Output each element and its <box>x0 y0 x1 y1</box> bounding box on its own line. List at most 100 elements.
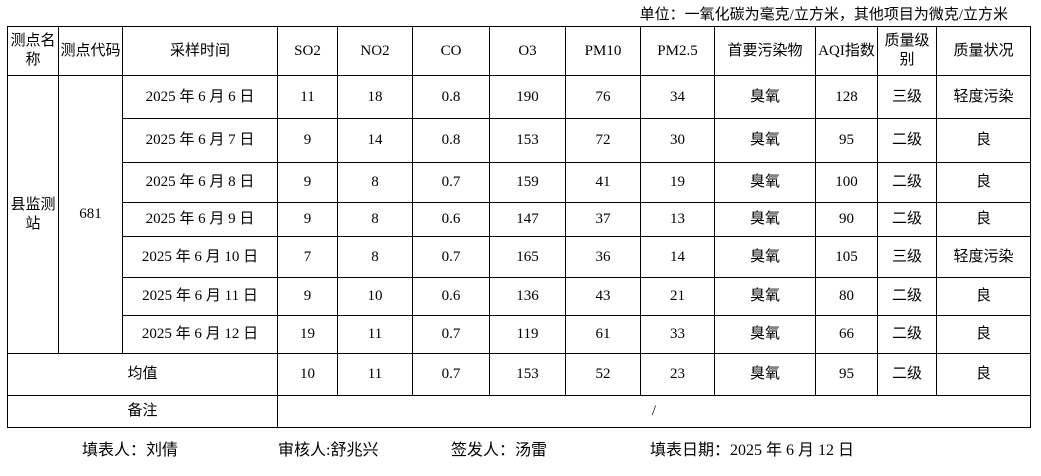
data-cell: 0.8 <box>412 118 490 163</box>
data-cell: 90 <box>815 202 878 237</box>
data-cell: 良 <box>936 277 1031 316</box>
data-cell: 2025 年 6 月 11 日 <box>122 277 278 316</box>
data-cell: 9 <box>277 202 338 237</box>
data-cell: 0.6 <box>412 277 490 316</box>
table-row: 2025 年 6 月 7 日 9 14 0.8 153 72 30 臭氧 95 二级良 <box>8 118 1031 163</box>
data-cell: 128 <box>815 75 878 119</box>
data-cell: 8 <box>337 202 413 237</box>
average-cell: 二级 <box>877 353 937 396</box>
data-cell: 二级 <box>877 315 937 354</box>
header-cell: SO2 <box>277 26 338 76</box>
data-cell: 0.8 <box>412 75 490 119</box>
data-cell: 100 <box>815 162 878 203</box>
data-cell: 9 <box>277 118 338 163</box>
data-cell: 轻度污染 <box>936 75 1031 119</box>
average-row: 均值 10 11 0.7 153 52 23 臭氧 95 二级良 <box>7 353 1031 396</box>
data-cell: 2025 年 6 月 8 日 <box>122 162 278 203</box>
data-cell: 11 <box>277 75 338 119</box>
data-cell: 良 <box>936 315 1031 354</box>
data-cell: 153 <box>489 118 566 163</box>
data-cell: 76 <box>565 75 641 119</box>
average-label: 均值 <box>7 353 278 396</box>
data-cell: 三级 <box>877 236 937 278</box>
header-cell: 测点名称 <box>7 26 59 76</box>
average-cell: 95 <box>815 353 878 396</box>
data-cell: 66 <box>815 315 878 354</box>
data-cell: 臭氧 <box>714 236 816 278</box>
data-cell: 13 <box>640 202 715 237</box>
table-row: 县监测站 681 2025 年 6 月 6 日 11 18 0.8 190 76 34 臭氧 128… <box>7 75 1031 354</box>
data-cell: 14 <box>337 118 413 163</box>
data-cell: 臭氧 <box>714 75 816 119</box>
data-cell: 95 <box>815 118 878 163</box>
data-cell: 2025 年 6 月 9 日 <box>122 202 278 237</box>
data-cell: 14 <box>640 236 715 278</box>
data-cell: 105 <box>815 236 878 278</box>
header-cell: 首要污染物 <box>714 26 816 76</box>
header-cell: AQI指数 <box>815 26 878 76</box>
average-cell: 良 <box>936 353 1031 396</box>
data-cell: 臭氧 <box>714 202 816 237</box>
data-cell: 良 <box>936 202 1031 237</box>
table-row: 2025 年 6 月 8 日 9 8 0.7 159 41 19 臭氧 100 二级良 <box>8 162 1031 203</box>
data-cell: 165 <box>489 236 566 278</box>
data-cell: 7 <box>277 236 338 278</box>
reviewer: 审核人:舒兆兴 <box>278 442 379 459</box>
data-cell: 11 <box>337 315 413 354</box>
filler: 填表人：刘倩 <box>82 442 179 459</box>
header-cell: NO2 <box>337 26 413 76</box>
remark-row: 备注 / <box>7 395 1031 428</box>
data-cell: 43 <box>565 277 641 316</box>
header-cell: 质量级别 <box>877 26 937 76</box>
unit-note: 单位：一氧化碳为毫克/立方米，其他项目为微克/立方米 <box>639 7 1008 23</box>
average-cell: 0.7 <box>412 353 490 396</box>
station-code-cell: 681 <box>58 75 123 354</box>
data-cell: 8 <box>337 162 413 203</box>
header-cell: 测点代码 <box>58 26 123 76</box>
data-cell: 臭氧 <box>714 162 816 203</box>
average-cell: 10 <box>277 353 338 396</box>
header-cell: 采样时间 <box>122 26 278 76</box>
data-cell: 136 <box>489 277 566 316</box>
data-cell: 34 <box>640 75 715 119</box>
data-cell: 8 <box>337 236 413 278</box>
table-row: 2025 年 6 月 12 日 19 11 0.7 119 61 33 臭氧 66 二级良 <box>8 315 1031 354</box>
header-cell: 质量状况 <box>936 26 1031 76</box>
header-cell: O3 <box>489 26 566 76</box>
table-row: 2025 年 6 月 10 日 7 8 0.7 165 36 14 臭氧 105 三级 轻度污染 <box>8 236 1031 278</box>
data-cell: 18 <box>337 75 413 119</box>
data-cell: 80 <box>815 277 878 316</box>
data-cell: 190 <box>489 75 566 119</box>
issuer: 签发人：汤雷 <box>451 442 548 459</box>
station-name-cell: 县监测站 <box>7 75 59 354</box>
table-row: 2025 年 6 月 11 日 9 10 0.6 136 43 21 臭氧 80 二级良 <box>8 277 1031 316</box>
data-cell: 10 <box>337 277 413 316</box>
data-cell: 三级 <box>877 75 937 119</box>
data-cell: 41 <box>565 162 641 203</box>
data-cell: 159 <box>489 162 566 203</box>
data-cell: 2025 年 6 月 7 日 <box>122 118 278 163</box>
remark-value: / <box>277 395 1031 428</box>
data-cell: 2025 年 6 月 12 日 <box>122 315 278 354</box>
average-cell: 23 <box>640 353 715 396</box>
table-row: 2025 年 6 月 9 日 9 8 0.6 147 37 13 臭氧 90 二级良 <box>8 202 1031 237</box>
remark-label: 备注 <box>7 395 278 428</box>
data-cell: 9 <box>277 277 338 316</box>
data-cell: 61 <box>565 315 641 354</box>
header-cell: PM10 <box>565 26 641 76</box>
header-cell: CO <box>412 26 490 76</box>
average-cell: 52 <box>565 353 641 396</box>
data-cell: 9 <box>277 162 338 203</box>
data-cell: 2025 年 6 月 6 日 <box>122 75 278 119</box>
data-cell: 二级 <box>877 202 937 237</box>
data-cell: 二级 <box>877 162 937 203</box>
data-cell: 0.7 <box>412 162 490 203</box>
data-cell: 19 <box>277 315 338 354</box>
data-cell: 0.7 <box>412 315 490 354</box>
data-cell: 轻度污染 <box>936 236 1031 278</box>
average-cell: 臭氧 <box>714 353 816 396</box>
data-cell: 37 <box>565 202 641 237</box>
average-cell: 11 <box>337 353 413 396</box>
header-cell: PM2.5 <box>640 26 715 76</box>
air-quality-table: 测点名称 测点代码 采样时间 SO2 NO2 CO O3 PM10 PM2.5 … <box>7 26 1031 428</box>
